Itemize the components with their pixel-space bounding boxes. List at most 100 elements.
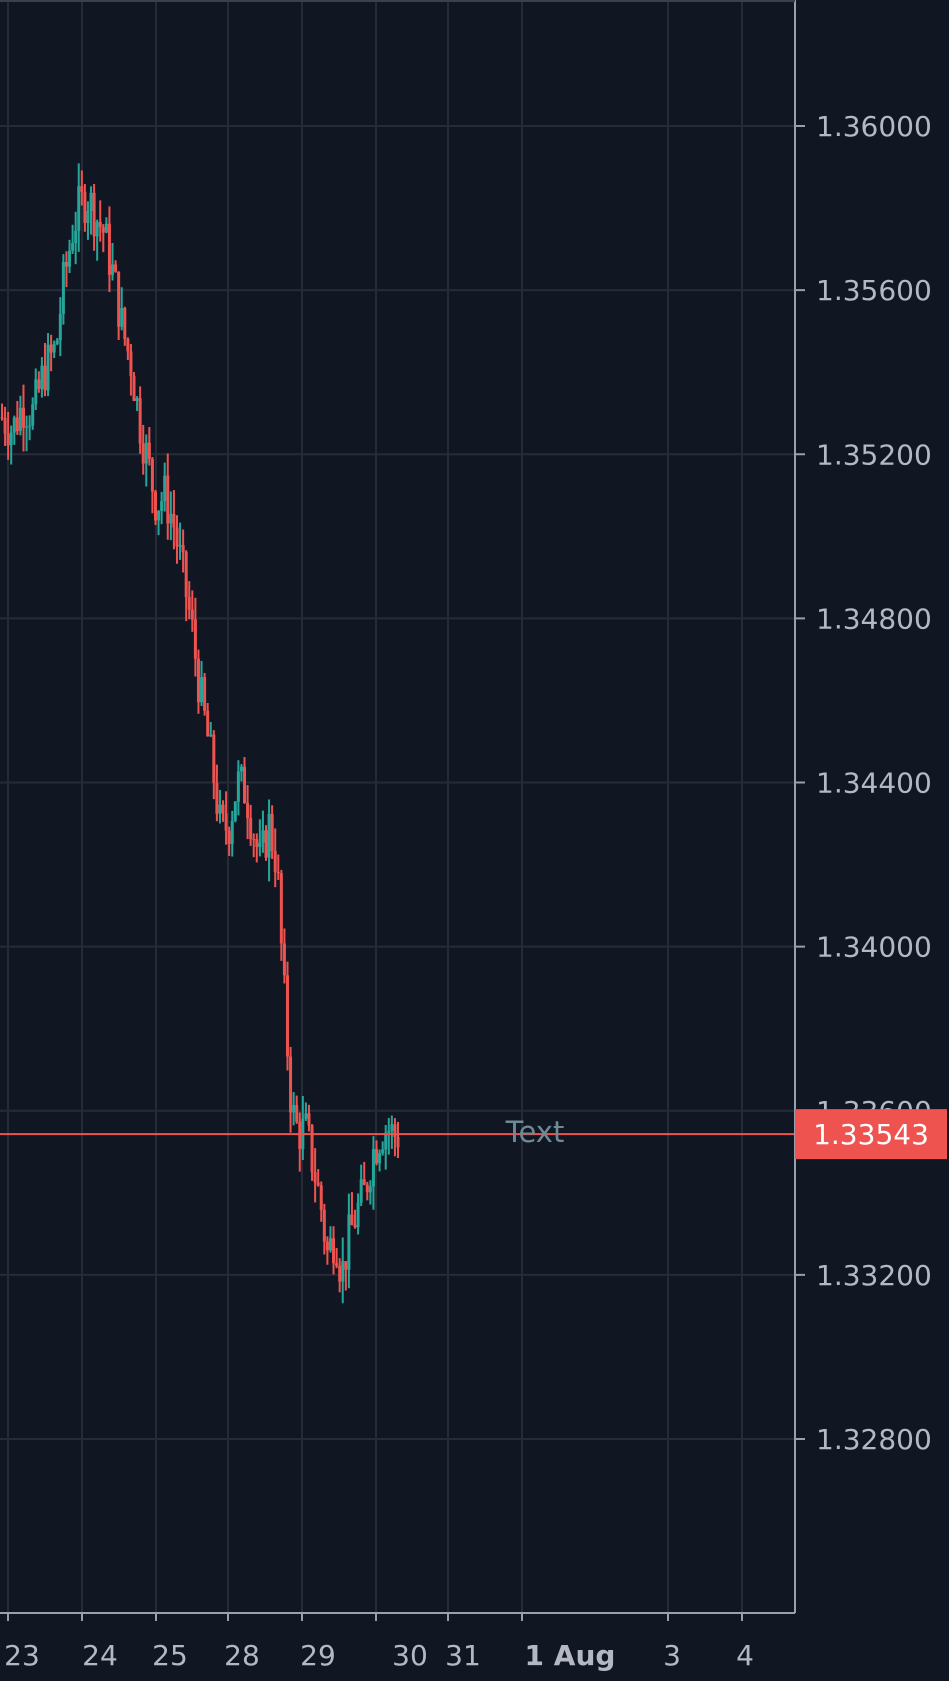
candle-body — [322, 1209, 326, 1242]
candle-body — [71, 243, 75, 251]
candle-body — [25, 426, 29, 428]
candle-body — [160, 501, 164, 511]
grid — [0, 0, 795, 1613]
candles — [0, 163, 400, 1304]
candle-body — [375, 1149, 379, 1164]
candle-body — [80, 186, 84, 192]
candle-body — [68, 250, 72, 267]
candle-body — [221, 804, 225, 814]
candle-body — [40, 365, 44, 389]
candle-body — [243, 766, 247, 804]
candle-body — [141, 443, 145, 464]
candle-body — [52, 343, 56, 353]
candle-body — [74, 230, 78, 244]
candle-body — [230, 820, 234, 844]
x-tick-label: 25 — [152, 1639, 188, 1672]
candle-body — [111, 264, 115, 275]
candle-body — [3, 417, 7, 434]
candle-body — [295, 1105, 299, 1122]
candle-body — [169, 513, 173, 524]
candle-body — [390, 1124, 394, 1131]
candle-body — [64, 262, 68, 267]
candle-body — [341, 1261, 345, 1282]
candle-body — [264, 830, 268, 858]
candle-body — [276, 871, 280, 874]
y-tick-label: 1.36000 — [816, 110, 932, 143]
y-tick-label: 1.34800 — [816, 602, 932, 635]
x-tick-label: 29 — [300, 1639, 336, 1672]
candle-body — [218, 804, 222, 814]
candle-body — [246, 803, 250, 819]
candle-body — [292, 1105, 296, 1113]
candle-body — [95, 221, 99, 237]
candle-body — [55, 340, 59, 344]
candle-body — [187, 597, 191, 610]
candle-body — [356, 1202, 360, 1228]
candle-body — [163, 475, 167, 502]
candle-body — [215, 782, 219, 814]
candle-body — [98, 221, 102, 228]
candle-body — [224, 813, 228, 831]
candle-body — [107, 223, 111, 275]
candle-body — [289, 1056, 293, 1113]
candle-body — [89, 192, 93, 212]
candle-body — [181, 545, 185, 553]
candle-body — [206, 710, 210, 737]
candle-body — [31, 404, 35, 426]
candle-body — [203, 677, 207, 711]
candle-body — [387, 1130, 391, 1133]
candle-body — [347, 1214, 351, 1270]
candle-body — [117, 271, 121, 327]
candle-body — [338, 1265, 342, 1282]
candle-body — [368, 1186, 372, 1193]
candle-body — [58, 313, 62, 341]
candle-body — [0, 417, 4, 419]
current-price-badge[interactable] — [795, 1109, 947, 1160]
candle-body — [258, 842, 262, 847]
x-tick-label: 24 — [82, 1639, 118, 1672]
candle-body — [371, 1149, 375, 1187]
annotation-text[interactable]: Text — [505, 1115, 565, 1149]
candle-body — [28, 425, 32, 427]
candle-body — [396, 1137, 400, 1148]
candle-body — [227, 830, 231, 844]
y-tick-label: 1.34000 — [816, 931, 932, 964]
price-label-group[interactable]: 1.33543 — [795, 1109, 947, 1160]
y-tick-label: 1.34400 — [816, 767, 932, 800]
y-tick-label: 1.32800 — [816, 1423, 932, 1456]
candle-body — [150, 458, 154, 492]
candle-body — [83, 191, 87, 223]
candle-body — [196, 658, 200, 703]
candle-body — [9, 432, 13, 446]
candle-body — [6, 433, 10, 446]
candle-body — [325, 1241, 329, 1251]
candle-body — [249, 818, 253, 840]
candle-body — [15, 417, 19, 432]
candle-body — [184, 552, 188, 598]
candle-body — [34, 379, 38, 405]
y-tick-label: 1.33200 — [816, 1259, 932, 1292]
candle-body — [37, 379, 41, 389]
current-price-label: 1.33543 — [813, 1118, 929, 1151]
candle-body — [344, 1261, 348, 1270]
x-tick-label: 4 — [736, 1639, 754, 1672]
candle-body — [239, 766, 243, 772]
candle-body — [178, 545, 182, 547]
candle-body — [393, 1124, 397, 1138]
x-tick-label: 23 — [4, 1639, 40, 1672]
candle-body — [147, 442, 151, 459]
candle-body — [282, 943, 286, 976]
candle-body — [190, 609, 194, 620]
candle-body — [193, 619, 197, 659]
candle-body — [123, 308, 127, 339]
candle-body — [172, 513, 176, 528]
candle-body — [166, 475, 170, 524]
candle-body — [252, 839, 256, 841]
candle-body — [335, 1263, 339, 1266]
candle-body — [307, 1113, 311, 1126]
candle-body — [381, 1149, 385, 1154]
candle-body — [285, 975, 289, 1057]
candle-body — [21, 407, 25, 428]
